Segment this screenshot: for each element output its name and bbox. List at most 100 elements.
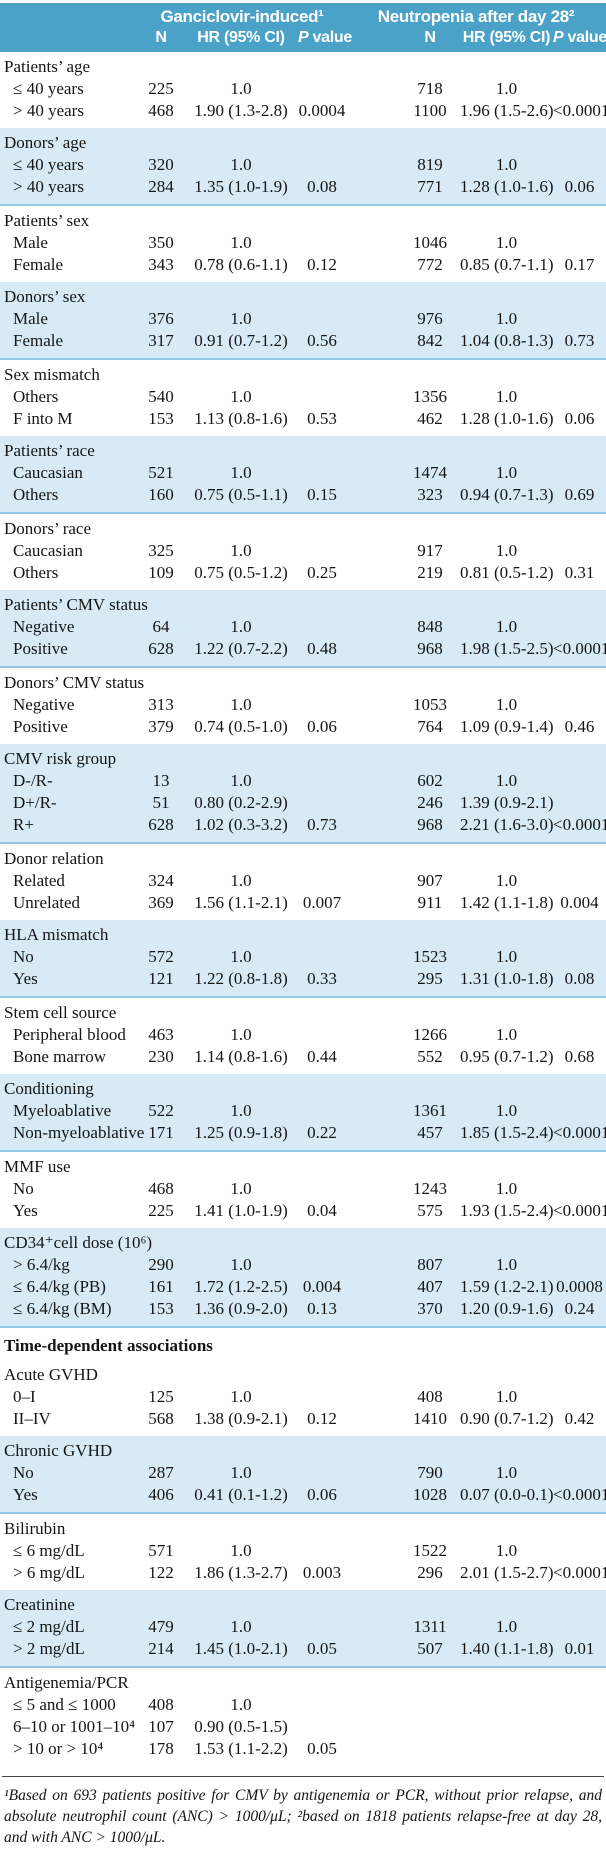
p-value-ganciclovir: 0.13 [307,1299,337,1318]
row-label: II–IV [13,1409,51,1428]
hr-value-ganciclovir: 1.72 (1.2-2.5) [194,1277,288,1296]
table-row: Caucasian 325 1.0 917 1.0 [0,540,606,562]
p-value-neutropenia: 0.01 [564,1639,595,1658]
p-value-neutropenia: 0.31 [564,563,595,582]
group-header-row: Ganciclovir-induced¹ Neutropenia after d… [0,7,606,27]
p-value-neutropenia [553,1386,606,1408]
hr-value-ganciclovir: 1.90 (1.3-2.8) [194,101,288,120]
n-value-neutropenia: 1356 [413,387,447,406]
n-value-ganciclovir: 225 [148,79,174,98]
p-value-neutropenia: 0.46 [564,717,595,736]
hr-value-neutropenia: 1.0 [495,309,518,328]
category-label: Patients’ age [4,57,91,76]
p-value-neutropenia [553,308,606,330]
n-value-neutropenia: 772 [417,255,443,274]
table-section: Acute GVHD 0–I 125 1.0 408 1.0 II–IV 568 1.38 (0… [0,1360,606,1436]
hr-value-ganciclovir: 1.0 [230,771,252,790]
n-value-neutropenia: 407 [417,1277,443,1296]
p-value-neutropenia [553,78,606,100]
p-value-ganciclovir: 0.56 [307,331,337,350]
column-gap [346,1616,400,1638]
n-value-ganciclovir: 468 [148,101,174,120]
column-gap [346,716,400,738]
column-gap [346,616,400,638]
table-section: HLA mismatch No 572 1.0 1523 1.0 Yes 121 1.22 (0… [0,920,606,998]
n-value-ganciclovir: 153 [148,1299,174,1318]
n-value-neutropenia: 807 [417,1255,443,1274]
hr-value-neutropenia: 1.0 [495,541,518,560]
table-row: Non-myeloablative 171 1.25 (0.9-1.8) 0.22 45… [0,1122,606,1144]
p-value-neutropenia: 0.42 [564,1409,595,1428]
row-label: 0–I [13,1387,36,1406]
row-label: > 6.4/kg [13,1255,70,1274]
row-label: Others [13,485,59,504]
column-gap [346,386,400,408]
n-value-neutropenia [400,1716,460,1738]
n-value-ganciclovir: 540 [148,387,174,406]
row-label: > 40 years [13,101,84,120]
row-label: Peripheral blood [13,1025,126,1044]
n-value-neutropenia: 842 [417,331,443,350]
n-value-neutropenia: 408 [417,1387,443,1406]
p-value-neutropenia: <0.0001 [553,639,606,658]
n-value-ganciclovir: 521 [148,463,174,482]
category-label: CMV risk group [4,749,117,768]
hr-value-neutropenia: 1.04 (0.8-1.3) [460,331,554,350]
p-value-ganciclovir: 0.04 [307,1201,337,1220]
p-value-ganciclovir [298,946,346,968]
n-value-neutropenia: 296 [417,1563,443,1582]
p-value-ganciclovir: 0.12 [307,255,337,274]
hr-value-neutropenia: 1.0 [495,1025,518,1044]
p-value-ganciclovir [298,386,346,408]
hr-value-neutropenia: 1.0 [495,1617,518,1636]
n-value-ganciclovir: 284 [148,177,174,196]
n-value-neutropenia: 370 [417,1299,443,1318]
p-value-neutropenia: <0.0001 [553,1563,606,1582]
p-value-neutropenia: 0.06 [564,409,595,428]
p-value-neutropenia: 0.69 [564,485,595,504]
col-header-hr-1: HR (95% CI) [197,29,285,46]
hr-value-neutropenia: 0.85 (0.7-1.1) [460,255,554,274]
n-value-ganciclovir: 320 [148,155,174,174]
n-value-neutropenia: 1361 [413,1101,447,1120]
row-label: No [13,1179,34,1198]
hr-value-ganciclovir: 1.86 (1.3-2.7) [194,1563,288,1582]
column-gap [346,1738,400,1760]
hr-value-neutropenia: 1.0 [495,871,518,890]
p-value-ganciclovir [298,1462,346,1484]
p-value-neutropenia: 0.17 [564,255,595,274]
row-label: Others [13,387,59,406]
hr-value-neutropenia: 1.59 (1.2-2.1) [460,1277,554,1296]
hr-value-neutropenia: 2.01 (1.5-2.7) [460,1563,554,1582]
hr-value-ganciclovir: 1.45 (1.0-2.1) [194,1639,288,1658]
column-gap [346,792,400,814]
category-label: Antigenemia/PCR [4,1673,129,1692]
row-label: ≤ 6 mg/dL [13,1541,85,1560]
hr-value-neutropenia: 1.0 [495,1541,518,1560]
n-value-ganciclovir: 161 [148,1277,174,1296]
hr-value-neutropenia: 1.96 (1.5-2.6) [460,101,554,120]
table-section: Donors’ race Caucasian 325 1.0 917 1.0 Others 1… [0,514,606,590]
table-section: Patients’ race Caucasian 521 1.0 1474 1.0 Othe… [0,436,606,514]
hr-value-ganciclovir: 1.56 (1.1-2.1) [194,893,288,912]
category-label: Donors’ CMV status [4,673,145,692]
n-value-neutropenia: 1243 [413,1179,447,1198]
table-section: CMV risk group D-/R- 13 1.0 602 1.0 D+/R- 51 0.8… [0,744,606,844]
n-value-neutropenia: 1522 [413,1541,447,1560]
n-value-ganciclovir: 572 [148,947,174,966]
row-label: > 6 mg/dL [13,1563,85,1582]
n-value-neutropenia: 602 [417,771,443,790]
hr-value-neutropenia: 1.0 [495,1463,518,1482]
category-label: MMF use [4,1157,71,1176]
n-value-neutropenia: 819 [417,155,443,174]
p-value-neutropenia [553,462,606,484]
n-value-neutropenia: 457 [417,1123,443,1142]
table-row: Negative 64 1.0 848 1.0 [0,616,606,638]
p-value-ganciclovir [298,1616,346,1638]
table-row: Positive 379 0.74 (0.5-1.0) 0.06 764 1.09 (0.… [0,716,606,738]
p-value-neutropenia: <0.0001 [553,1123,606,1142]
hr-value-neutropenia: 1.0 [495,617,518,636]
table-row: Yes 225 1.41 (1.0-1.9) 0.04 575 1.93 (1.5-2.4… [0,1200,606,1222]
category-label: Sex mismatch [4,365,100,384]
